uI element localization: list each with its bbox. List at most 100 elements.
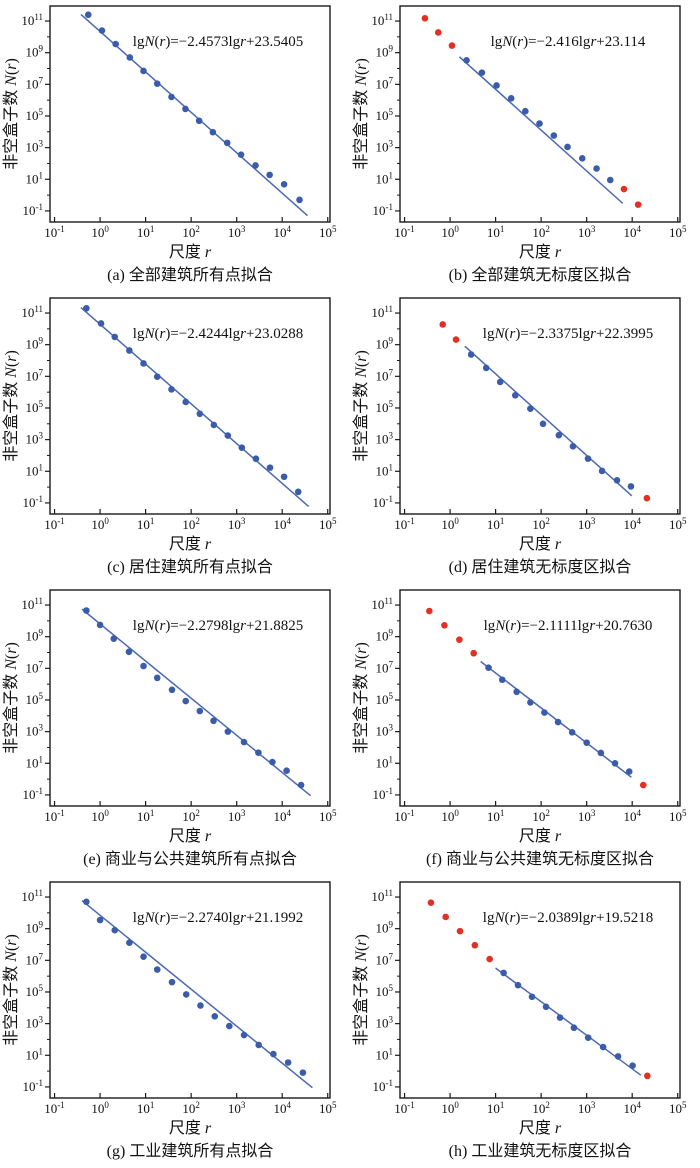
x-tick-label: 102 (182, 808, 200, 824)
blue-data-point (539, 420, 547, 428)
blue-data-point (196, 410, 204, 418)
blue-data-point (478, 69, 486, 76)
blue-data-point (168, 93, 175, 101)
x-tick-label: 101 (137, 808, 155, 824)
red-data-point (486, 955, 493, 963)
y-tick-label: 109 (26, 628, 44, 644)
blue-data-point (294, 488, 302, 496)
x-tick-label: 101 (137, 516, 155, 532)
blue-data-point (606, 176, 614, 184)
scatter-points (83, 304, 302, 496)
blue-data-point (493, 82, 500, 89)
red-data-point (620, 185, 628, 193)
blue-data-point (599, 1043, 607, 1051)
x-tick-label: 105 (319, 516, 337, 532)
y-tick-label: 103 (376, 1015, 394, 1031)
fit-line (80, 307, 310, 507)
y-tick-label: 109 (376, 628, 394, 644)
blue-data-point (556, 1014, 564, 1021)
x-tick-label: 10-1 (44, 516, 64, 532)
blue-data-point (541, 709, 548, 716)
y-tick-label: 10-1 (373, 202, 394, 218)
y-tick-label: 10-1 (373, 1078, 394, 1094)
red-data-point (434, 29, 442, 36)
y-tick-label: 101 (26, 754, 44, 770)
x-axis: 10-1 100 101 102 103 104 105 (44, 509, 337, 532)
x-tick-label: 10-1 (394, 1100, 415, 1116)
x-axis: 10-1 100 101 102 103 104 105 (394, 801, 687, 824)
x-tick-label: 101 (487, 808, 505, 824)
x-tick-label: 105 (319, 1100, 337, 1116)
blue-data-point (583, 739, 590, 746)
y-axis: 10-1 101 103 105 107 109 1011 (21, 12, 50, 218)
subplot-c: 10-1 100 101 102 103 104 10510-110110310510710… (2, 297, 337, 576)
blue-data-point (224, 728, 232, 735)
red-data-point (643, 494, 651, 502)
x-axis: 10-1 100 101 102 103 104 105 (44, 1093, 337, 1116)
subplot-caption: (a) 全部建筑所有点拟合 (107, 266, 273, 284)
blue-data-point (614, 1053, 622, 1060)
x-tick-label: 104 (273, 516, 291, 532)
x-axis: 10-1 100 101 102 103 104 105 (394, 217, 687, 240)
blue-data-point (550, 132, 558, 139)
fit-line (458, 56, 624, 204)
y-tick-label: 101 (376, 1046, 394, 1062)
y-tick-label: 109 (376, 920, 394, 936)
y-tick-label: 103 (26, 1015, 44, 1031)
blue-data-point (555, 431, 563, 439)
y-tick-label: 103 (376, 723, 394, 739)
blue-data-point (252, 455, 260, 463)
x-axis-title: 尺度 r (519, 243, 562, 261)
blue-data-point (514, 981, 522, 989)
x-tick-label: 102 (182, 516, 200, 532)
subplot-g: 10-1 100 101 102 103 104 10510-110110310510710… (2, 881, 337, 1160)
x-tick-label: 105 (669, 516, 687, 532)
blue-data-point (296, 196, 303, 204)
subplot-cell-a: 10-1 100 101 102 103 104 105 10-1 101 103 105 107 10… (0, 0, 350, 292)
y-tick-label: 10-1 (23, 494, 44, 510)
blue-data-point (266, 171, 273, 179)
subplot-cell-g: 10-1 100 101 102 103 104 105 10-1 101 103 105 107 10… (0, 876, 350, 1168)
blue-data-point (255, 749, 262, 756)
blue-data-point (83, 304, 90, 312)
y-axis: 10-1 101 103 105 107 109 1011 (371, 12, 400, 218)
x-tick-label: 101 (487, 224, 505, 240)
plot-frame (49, 5, 331, 223)
x-tick-label: 100 (91, 808, 109, 824)
blue-data-point (226, 1022, 233, 1030)
blue-data-point (125, 648, 133, 656)
scatter-points (439, 321, 651, 502)
blue-data-point (507, 95, 515, 102)
blue-data-point (528, 993, 536, 1001)
x-tick-label: 105 (669, 224, 687, 240)
blue-data-point (240, 738, 248, 746)
x-tick-label: 10-1 (44, 1100, 64, 1116)
blue-data-point (568, 729, 576, 736)
red-data-point (644, 1072, 651, 1080)
y-axis-title: 非空盒子数 N(r) (352, 350, 370, 462)
scatter-points (426, 607, 647, 789)
blue-data-point (112, 40, 119, 48)
blue-data-point (625, 768, 633, 775)
blue-data-point (126, 54, 134, 61)
red-data-point (427, 899, 435, 906)
y-tick-label: 105 (26, 107, 44, 123)
blue-data-point (240, 1031, 248, 1039)
x-tick-label: 10-1 (44, 224, 64, 240)
subplot-cell-b: 10-1 100 101 102 103 104 105 10-1 101 103 105 107 10… (350, 0, 700, 292)
x-tick-label: 101 (487, 1100, 505, 1116)
blue-data-point (197, 1002, 204, 1009)
red-data-point (439, 321, 447, 328)
equation-label: lgN(r)=−2.4244lgr+23.0288 (133, 326, 303, 342)
subplot-e: 10-1 100 101 102 103 104 10510-110110310510710… (2, 589, 337, 868)
blue-data-point (578, 155, 586, 162)
x-tick-label: 105 (669, 808, 687, 824)
x-tick-label: 102 (532, 1100, 550, 1116)
x-axis-title: 尺度 r (169, 1119, 212, 1137)
x-tick-label: 103 (228, 516, 246, 532)
x-tick-label: 103 (578, 224, 596, 240)
scatter-points (427, 899, 651, 1080)
y-tick-label: 105 (26, 399, 44, 415)
x-tick-label: 102 (182, 1100, 200, 1116)
y-tick-label: 101 (376, 462, 394, 478)
